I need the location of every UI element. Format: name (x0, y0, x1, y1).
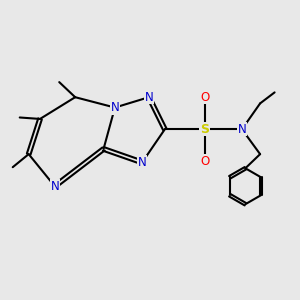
Text: O: O (200, 91, 209, 104)
Text: S: S (200, 123, 209, 136)
Text: N: N (238, 123, 246, 136)
Text: N: N (50, 180, 59, 193)
Text: N: N (138, 156, 146, 169)
Text: O: O (200, 155, 209, 168)
Text: N: N (145, 91, 153, 104)
Text: N: N (110, 101, 119, 114)
